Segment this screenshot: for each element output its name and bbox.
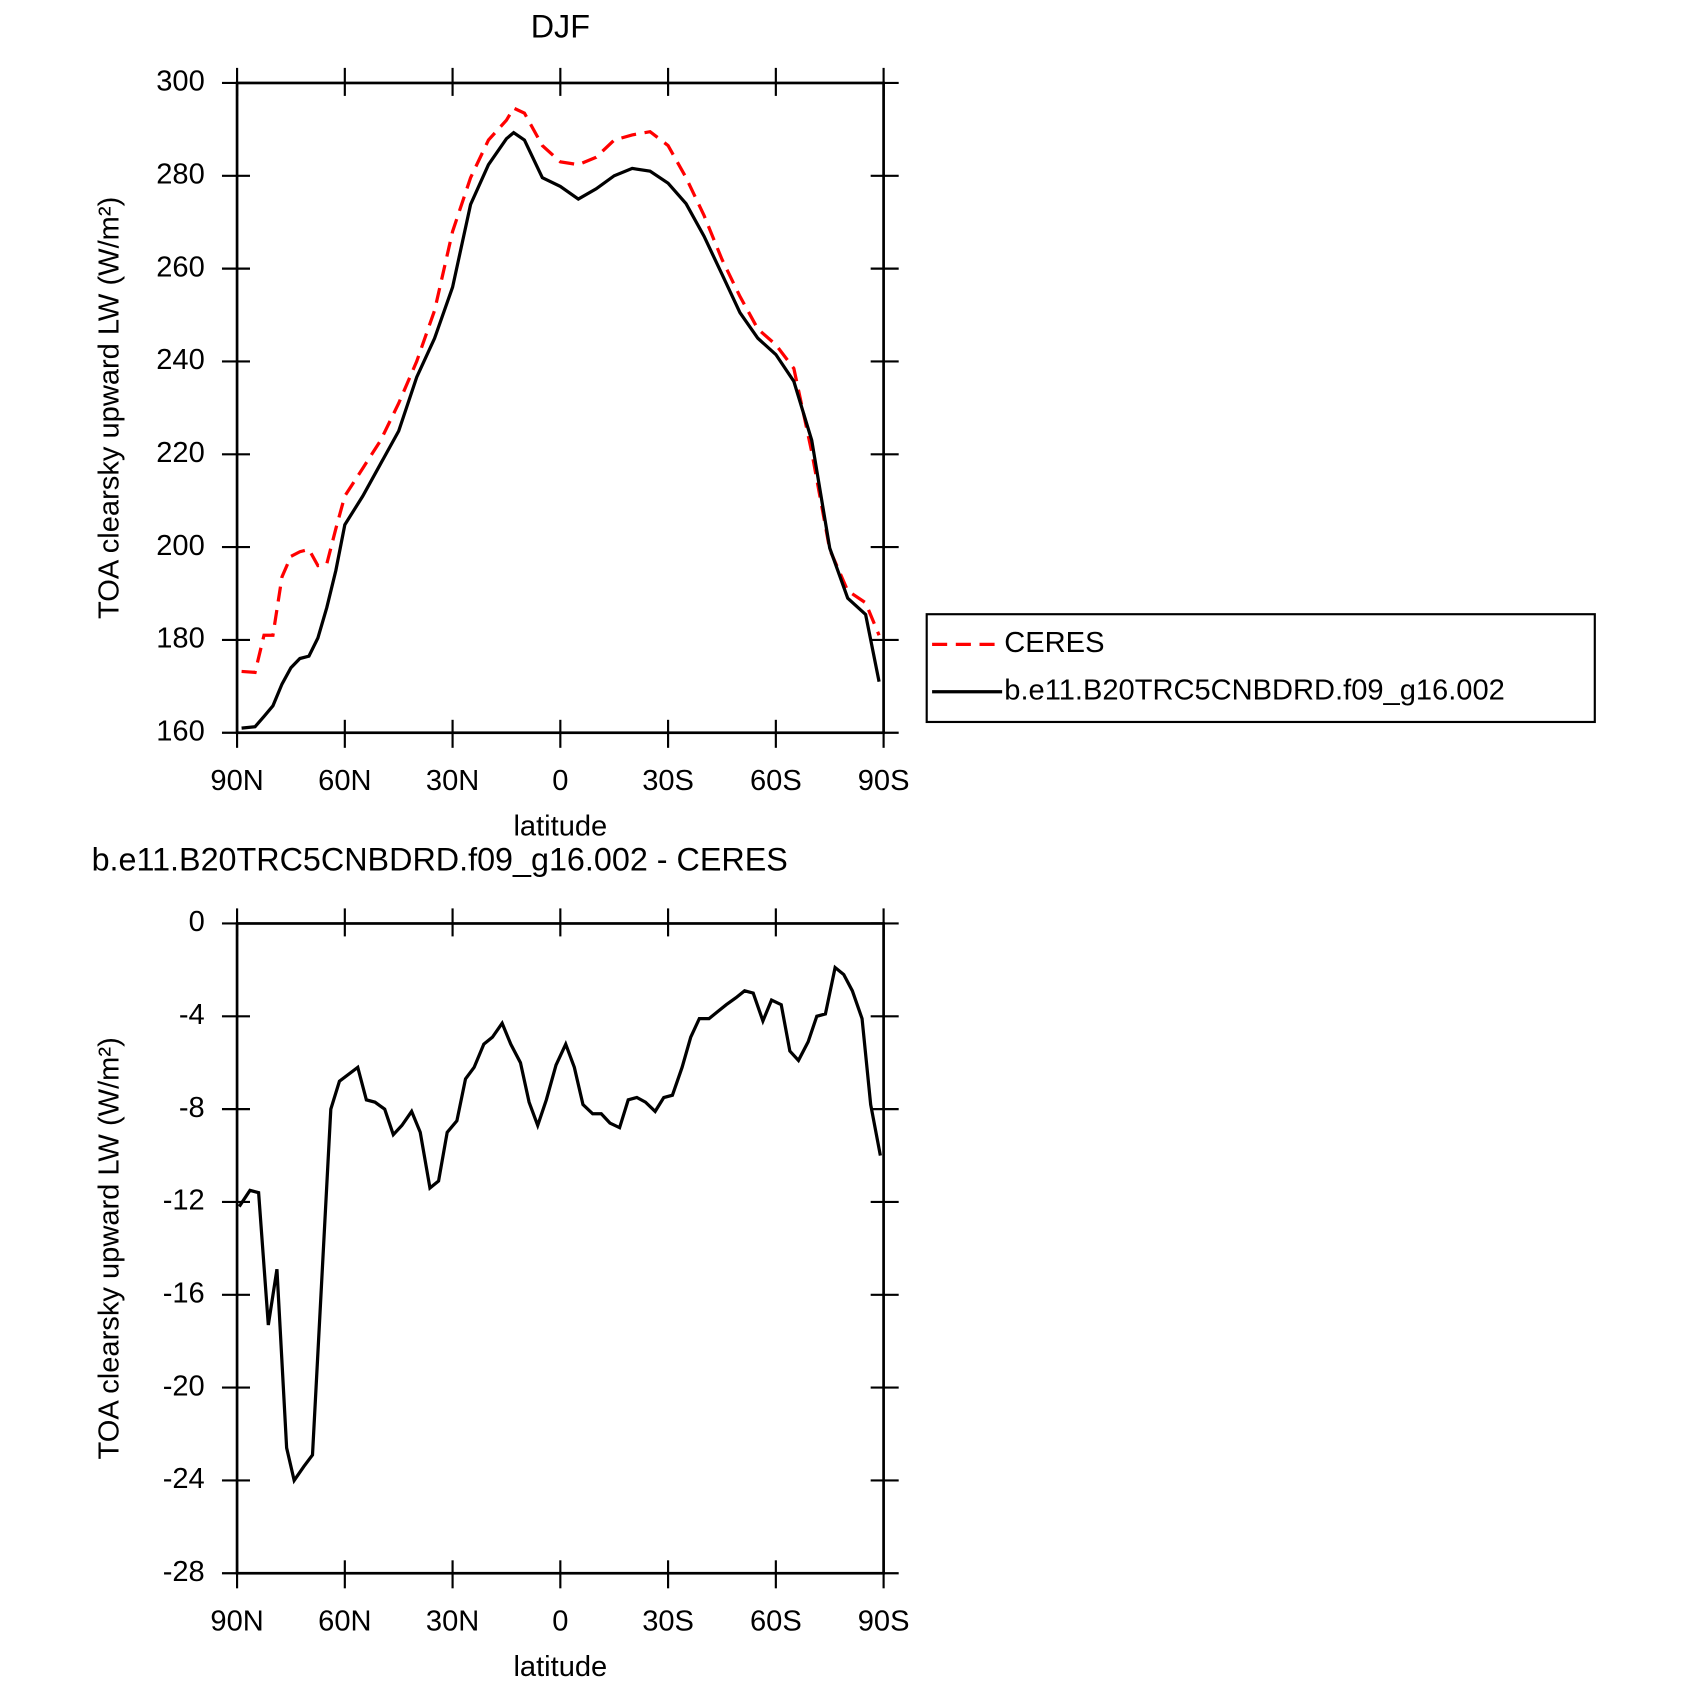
x-tick-label: 90S	[858, 1605, 910, 1637]
x-tick-label: 90N	[210, 765, 263, 797]
x-tick-label: 30N	[426, 1605, 479, 1637]
x-tick-label: 30S	[642, 765, 694, 797]
plot-frame	[235, 81, 885, 735]
x-tick-label: 60S	[750, 765, 802, 797]
x-tick-label: 0	[552, 765, 568, 797]
legend: CERES b.e11.B20TRC5CNBDRD.f09_g16.002	[925, 613, 1596, 724]
y-tick-label: -20	[163, 1370, 205, 1402]
data-line	[241, 105, 881, 675]
y-tick-label: 160	[156, 715, 205, 747]
y-tick-label: 240	[156, 344, 205, 376]
x-tick-label: 90S	[858, 765, 910, 797]
y-tick-label: 280	[156, 158, 205, 190]
x-tick-label: 30N	[426, 765, 479, 797]
y-tick-label: -16	[163, 1277, 205, 1309]
chart-title: DJF	[531, 9, 590, 45]
x-tick-label: 90N	[210, 1605, 263, 1637]
y-tick-label: 260	[156, 251, 205, 283]
y-tick-label: 220	[156, 437, 205, 469]
x-axis-label: latitude	[513, 810, 607, 842]
legend-label: b.e11.B20TRC5CNBDRD.f09_g16.002	[1004, 674, 1505, 706]
y-tick-label: 200	[156, 530, 205, 562]
y-tick-label: 0	[189, 906, 205, 938]
x-axis-label: latitude	[513, 1651, 607, 1681]
y-axis-label: TOA clearsky upward LW (W/m²)	[94, 197, 126, 619]
x-tick-label: 60S	[750, 1605, 802, 1637]
y-axis-label: TOA clearsky upward LW (W/m²)	[94, 1037, 126, 1459]
y-tick-label: -24	[163, 1463, 205, 1495]
x-tick-label: 60N	[318, 1605, 371, 1637]
data-line	[237, 964, 882, 1485]
data-line	[241, 130, 881, 730]
legend-label: CERES	[1004, 627, 1104, 659]
legend-box	[925, 613, 1596, 724]
x-tick-label: 0	[552, 1605, 568, 1637]
y-tick-label: 180	[156, 623, 205, 655]
chart-title: b.e11.B20TRC5CNBDRD.f09_g16.002 - CERES	[92, 842, 788, 878]
x-tick-label: 60N	[318, 765, 371, 797]
y-tick-label: -4	[179, 999, 205, 1031]
y-tick-label: 300	[156, 66, 205, 98]
y-tick-label: -12	[163, 1185, 205, 1217]
x-tick-label: 30S	[642, 1605, 694, 1637]
y-tick-label: -8	[179, 1092, 205, 1124]
plot-frame	[235, 922, 885, 1575]
y-tick-label: -28	[163, 1556, 205, 1588]
